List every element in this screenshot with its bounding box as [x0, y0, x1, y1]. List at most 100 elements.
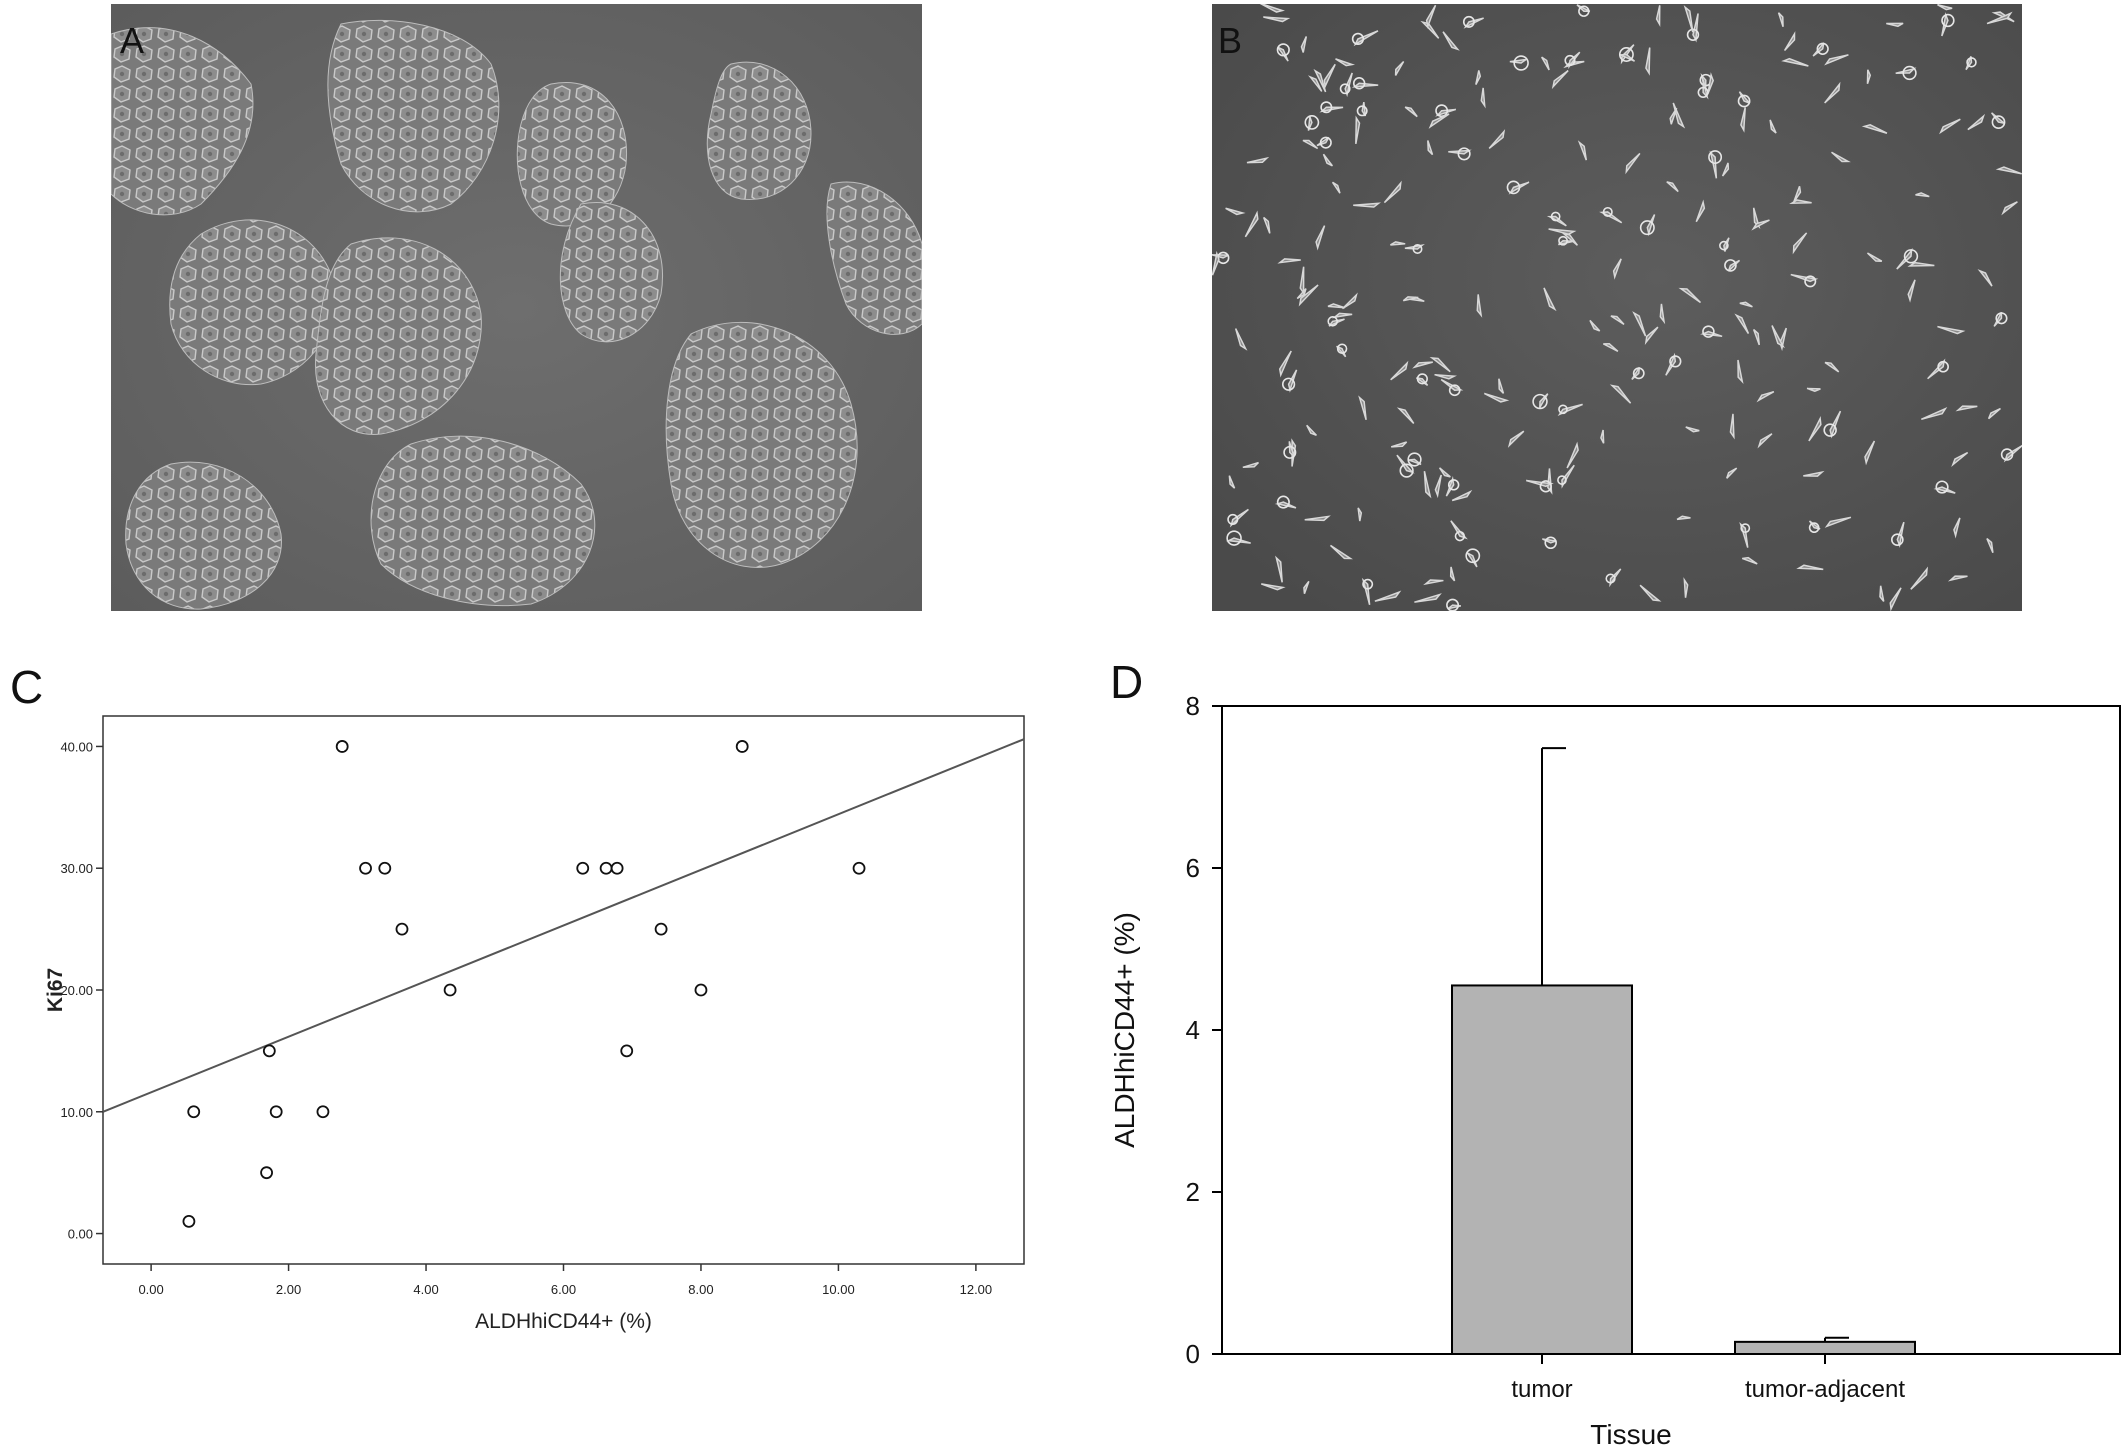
cell-shape — [1246, 156, 1270, 164]
cell-shape — [1889, 587, 1902, 611]
cell-shape — [1408, 458, 1422, 466]
cell-shape — [1896, 521, 1905, 548]
cell-shape — [1910, 566, 1929, 590]
y-tick-label: 10.00 — [60, 1105, 93, 1120]
cell-shape — [1442, 31, 1460, 51]
x-tick-label: 10.00 — [822, 1282, 855, 1297]
cell-shape — [1685, 426, 1700, 433]
cell-shape — [1351, 82, 1379, 88]
bar-plot-area — [1221, 705, 2121, 1355]
cell-shape — [1967, 113, 1986, 131]
cell-shape — [1451, 489, 1473, 502]
cell-shape — [1792, 186, 1802, 203]
rounded-cell — [1564, 54, 1576, 66]
y-tick-label: 0.00 — [68, 1227, 93, 1242]
cell-shape — [1300, 36, 1308, 53]
y-tick-label: 8 — [1186, 691, 1200, 721]
cell-shape — [1927, 358, 1946, 380]
cell-shape — [1756, 390, 1775, 403]
cell-shape — [1404, 106, 1418, 118]
cell-shape — [1803, 470, 1825, 477]
cell-shape — [1390, 441, 1408, 448]
cell-shape — [1263, 16, 1291, 23]
cell-shape — [1729, 413, 1735, 440]
rounded-cell — [1539, 480, 1552, 493]
cell-shape — [1726, 467, 1738, 479]
cell-shape — [1357, 507, 1363, 522]
cell-shape — [1525, 479, 1554, 488]
cell-shape — [1557, 403, 1583, 417]
rounded-cell — [1506, 180, 1521, 195]
bar — [1451, 984, 1633, 1355]
cell-shape — [1353, 202, 1382, 208]
rounded-cell — [1352, 77, 1366, 90]
bar-series — [1451, 747, 1916, 1355]
scatter-point — [610, 861, 624, 875]
cell-shape — [1709, 150, 1718, 179]
scatter-point — [316, 1105, 330, 1119]
cell-shape — [1396, 407, 1415, 424]
rounded-cell — [1281, 377, 1296, 391]
cell-shape — [1546, 215, 1567, 227]
rounded-cell — [1578, 5, 1590, 17]
scatter-point — [620, 1044, 634, 1058]
cell-shape — [1737, 359, 1744, 384]
panel-label-b: B — [1218, 20, 1243, 61]
cell-shape — [1639, 584, 1662, 602]
rounded-cell — [1356, 105, 1368, 117]
scatter-point — [654, 922, 668, 936]
cell-shape — [1796, 564, 1824, 571]
cell-shape — [1907, 279, 1916, 303]
rounded-cell — [1276, 495, 1290, 509]
scatter-x-axis-title: ALDHhiCD44+ (%) — [475, 1310, 652, 1333]
cell-shape — [1599, 211, 1623, 224]
rounded-cell — [1532, 393, 1548, 410]
cell-shape — [1429, 356, 1451, 373]
scatter-points — [182, 740, 866, 1228]
rounded-cell — [1669, 355, 1682, 368]
cell-shape — [1242, 461, 1259, 469]
panel-label-d: D — [1110, 656, 1144, 708]
scatter-point — [262, 1044, 276, 1058]
cell-shape — [1449, 566, 1456, 582]
cell-shape — [1915, 192, 1930, 198]
cell-shape — [1428, 113, 1450, 129]
cell-shape — [2003, 444, 2022, 463]
rounded-cell — [1639, 220, 1655, 236]
cell-shape — [1951, 451, 1969, 468]
cell-shape — [1396, 454, 1415, 474]
cell-shape — [1937, 4, 1953, 11]
bar — [1734, 1340, 1916, 1355]
cell-shape — [1824, 361, 1840, 373]
cell-shape — [1947, 575, 1968, 582]
cell-shape — [1260, 583, 1286, 591]
cell-shape — [2001, 201, 2018, 216]
cell-shape — [1303, 580, 1310, 594]
cell-shape — [1861, 123, 1888, 134]
cell-shape — [1600, 429, 1605, 444]
scatter-point — [443, 983, 457, 997]
y-tick-label: 20.00 — [60, 983, 93, 998]
cell-shape — [1244, 210, 1259, 238]
x-tick-label: 6.00 — [551, 1282, 576, 1297]
x-tick-label: tumor-adjacent — [1745, 1376, 1905, 1403]
rounded-cell — [1454, 530, 1466, 542]
cell-shape — [1298, 284, 1319, 307]
cell-shape — [1438, 467, 1451, 478]
cell-shape — [1308, 75, 1323, 92]
cell-shape — [1412, 361, 1433, 369]
rounded-cell — [1804, 275, 1817, 288]
cell-shape — [1566, 441, 1579, 469]
rounded-cell — [1991, 115, 2006, 130]
scatter-point — [335, 740, 349, 753]
cell-shape — [1229, 508, 1249, 528]
cell-shape — [1808, 416, 1822, 442]
cell-shape — [1327, 303, 1346, 309]
y-tick-label: 40.00 — [60, 739, 93, 754]
cell-shape — [1589, 319, 1601, 332]
cell-shape — [1659, 303, 1666, 325]
cell-shape — [1423, 579, 1444, 586]
x-tick-label: 8.00 — [688, 1282, 713, 1297]
cell-shape — [1475, 70, 1482, 85]
cell-shape — [1734, 313, 1750, 334]
